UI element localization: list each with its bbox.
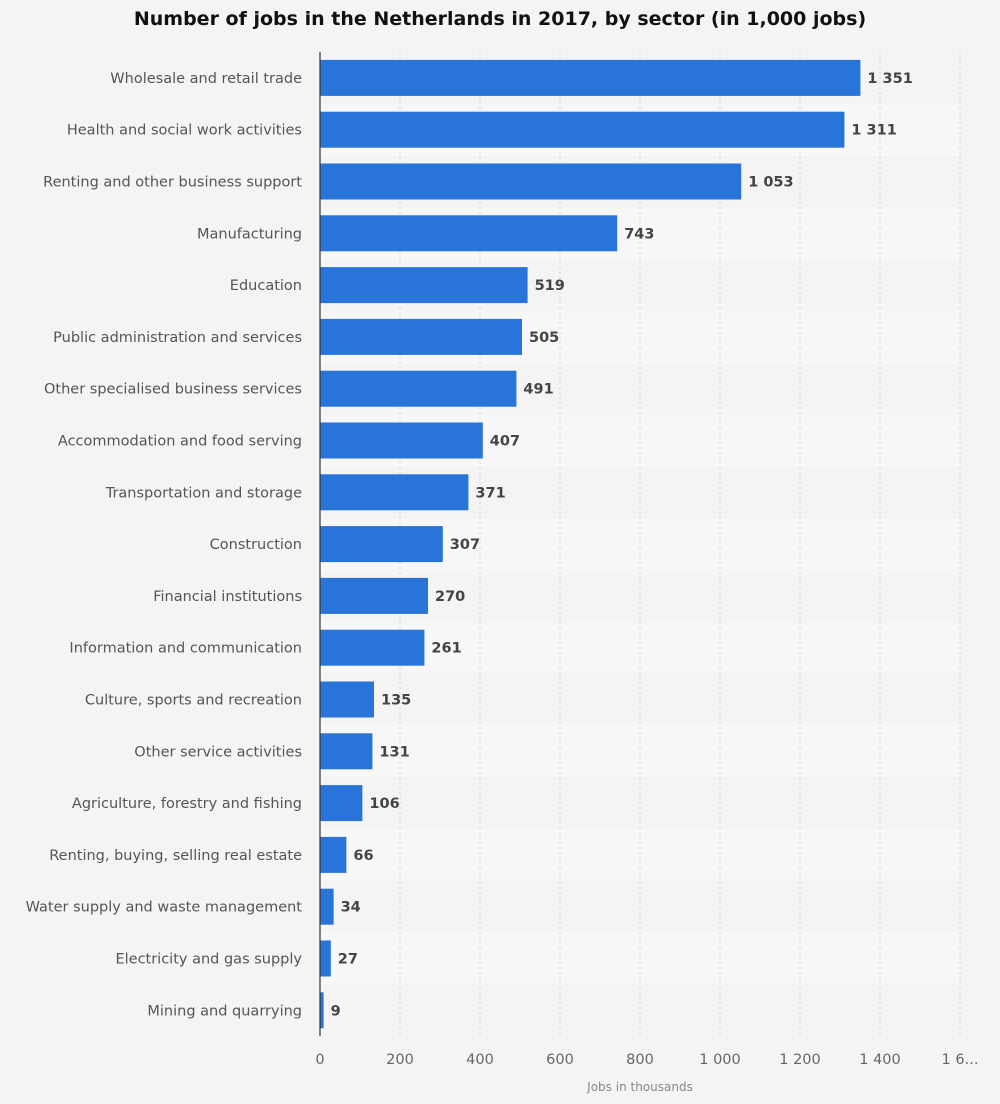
value-label: 371	[475, 485, 505, 501]
category-label: Renting and other business support	[43, 175, 302, 191]
category-label: Information and communication	[69, 641, 302, 657]
bar	[320, 681, 374, 718]
bar	[320, 422, 483, 459]
bar	[320, 526, 443, 563]
category-label: Transportation and storage	[105, 485, 302, 501]
bar	[320, 59, 861, 96]
category-label: Wholesale and retail trade	[110, 71, 302, 87]
x-tick-label: 1 400	[859, 1052, 901, 1068]
x-tick-label: 600	[546, 1052, 574, 1068]
x-tick-label: 1 6...	[942, 1052, 979, 1068]
bar	[320, 785, 363, 822]
value-label: 66	[353, 848, 373, 864]
category-label: Health and social work activities	[67, 123, 302, 139]
x-tick-label: 0	[315, 1052, 324, 1068]
x-tick-label: 200	[386, 1052, 414, 1068]
value-label: 270	[435, 589, 465, 605]
category-label: Renting, buying, selling real estate	[49, 848, 302, 864]
bar	[320, 733, 373, 770]
value-label: 491	[523, 382, 553, 398]
bar	[320, 370, 517, 407]
category-label: Manufacturing	[197, 226, 302, 242]
bar	[320, 215, 618, 252]
category-label: Financial institutions	[153, 589, 302, 605]
bar	[320, 992, 324, 1029]
bars	[320, 59, 861, 1029]
bar	[320, 577, 428, 614]
value-labels: 1 351 1 311 1 053 743 519 505 491 407 371 307 270 2…	[331, 71, 913, 1019]
value-label: 743	[624, 226, 654, 242]
bar	[320, 836, 347, 873]
value-label: 1 053	[748, 175, 793, 191]
value-label: 135	[381, 693, 411, 709]
category-label: Other specialised business services	[44, 382, 302, 398]
category-label: Mining and quarrying	[147, 1003, 302, 1019]
category-label: Construction	[210, 537, 302, 553]
value-label: 27	[338, 952, 358, 968]
gridlines	[399, 52, 961, 1037]
bar	[320, 940, 331, 977]
value-label: 106	[369, 796, 399, 812]
x-tick-label: 800	[626, 1052, 654, 1068]
category-label: Agriculture, forestry and fishing	[72, 796, 302, 812]
category-label: Education	[230, 278, 302, 294]
bar	[320, 318, 522, 355]
bar	[320, 474, 469, 511]
value-label: 9	[331, 1003, 341, 1019]
bar	[320, 163, 742, 200]
category-label: Other service activities	[134, 744, 302, 760]
x-tick-label: 1 000	[699, 1052, 741, 1068]
category-label: Water supply and waste management	[26, 900, 303, 916]
value-label: 34	[341, 900, 361, 916]
x-tick-label: 1 200	[779, 1052, 821, 1068]
value-label: 1 311	[851, 123, 896, 139]
value-label: 519	[535, 278, 565, 294]
category-label: Public administration and services	[53, 330, 302, 346]
value-label: 307	[450, 537, 480, 553]
category-label: Accommodation and food serving	[58, 434, 302, 450]
chart-title: Number of jobs in the Netherlands in 201…	[133, 8, 867, 30]
value-label: 505	[529, 330, 559, 346]
bar	[320, 267, 528, 304]
bar	[320, 111, 845, 148]
x-axis-title: Jobs in thousands	[586, 1080, 693, 1094]
value-label: 1 351	[867, 71, 912, 87]
category-labels: Wholesale and retail trade Health and soc…	[26, 71, 303, 1019]
bar	[320, 629, 425, 666]
x-tick-label: 400	[466, 1052, 494, 1068]
x-tick-labels: 0 200 400 600 800 1 000 1 200 1 400 1 6...	[315, 1052, 978, 1068]
value-label: 407	[490, 434, 520, 450]
bar	[320, 888, 334, 925]
value-label: 261	[431, 641, 461, 657]
category-label: Electricity and gas supply	[115, 952, 302, 968]
category-label: Culture, sports and recreation	[85, 693, 302, 709]
value-label: 131	[379, 744, 409, 760]
